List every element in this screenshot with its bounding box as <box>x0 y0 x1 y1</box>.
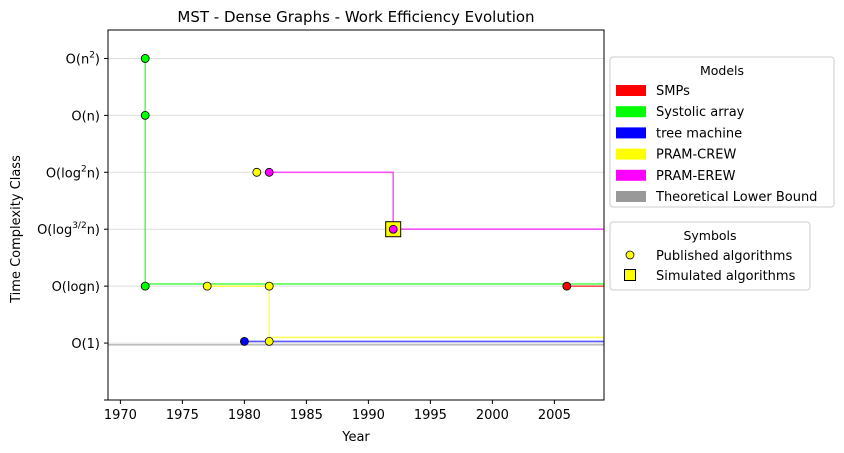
legend-symbols: Symbols Published algorithms Simulated alg… <box>609 221 811 291</box>
x-tick-label: 1995 <box>414 408 447 423</box>
published-marker-pram-crew <box>264 336 274 346</box>
legend-symbols-title: Symbols <box>683 228 736 243</box>
legend-label-pram-crew: PRAM-CREW <box>656 148 736 163</box>
legend-label-systolic-array: Systolic array <box>656 105 745 120</box>
legend-marker-published-algorithms <box>625 250 635 260</box>
y-tick-label: O(log3/2n) <box>37 221 100 238</box>
y-tick-label: O(n2) <box>66 50 100 67</box>
y-tick-label: O(log2n) <box>46 164 100 181</box>
grid-layer <box>108 57 604 344</box>
y-axis-label: Time Complexity Class <box>9 155 24 304</box>
legend-label-pram-erew: PRAM-EREW <box>656 169 736 184</box>
legend-label-smps: SMPs <box>656 84 690 99</box>
published-marker-systolic-array <box>140 281 150 291</box>
x-tick-label: 1970 <box>104 408 137 423</box>
published-marker-pram-crew <box>264 281 274 291</box>
published-marker-pram-crew <box>252 167 262 177</box>
legend-swatch-smps <box>616 85 646 96</box>
series-markers <box>140 54 572 346</box>
published-marker-pram-crew <box>202 281 212 291</box>
x-tick-label: 1990 <box>352 408 385 423</box>
x-axis-label: Year <box>341 430 370 445</box>
series-line-pram-erew <box>269 171 604 230</box>
legend-symbols-box <box>609 221 811 291</box>
legend-swatch-theoretical-lower-bound <box>616 191 646 202</box>
x-tick-label: 1975 <box>166 408 199 423</box>
legend-models-box <box>609 56 835 208</box>
legend-swatch-tree-machine <box>616 127 646 139</box>
y-tick-label: O(logn) <box>52 280 100 295</box>
plot-frame <box>107 29 605 401</box>
series-line-pram-crew <box>207 285 604 339</box>
legend-models: Models SMPs Systolic array tree machine PRAM… <box>609 56 835 208</box>
legend-swatch-pram-crew <box>616 148 646 160</box>
published-marker-pram-erew <box>264 167 274 177</box>
legend-label-tree-machine: tree machine <box>656 126 742 141</box>
legend-swatch-systolic-array <box>616 106 646 118</box>
y-tick-label: O(n) <box>71 109 100 124</box>
legend-models-title: Models <box>700 63 744 78</box>
published-marker-tree-machine <box>239 336 249 346</box>
published-marker-systolic-array <box>140 110 150 120</box>
series-line-systolic-array <box>144 58 604 285</box>
published-marker-systolic-array <box>140 54 150 63</box>
legend-label-published-algorithms: Published algorithms <box>656 249 792 264</box>
y-tick-label: O(1) <box>71 337 100 352</box>
series-lines <box>108 58 604 346</box>
legend-label-theoretical-lower-bound: Theoretical Lower Bound <box>655 190 817 205</box>
published-marker-smps <box>562 281 572 291</box>
legend-label-simulated-algorithms: Simulated algorithms <box>656 269 796 284</box>
legend-marker-simulated-algorithms <box>624 269 636 281</box>
axis-ticks: O(1) O(logn) O(log3/2n) O(log2n) O(n) O(n2) 19… <box>37 50 571 423</box>
x-tick-label: 1985 <box>290 408 323 423</box>
chart-title: MST - Dense Graphs - Work Efficiency Evo… <box>177 8 534 26</box>
x-tick-label: 1980 <box>228 408 261 423</box>
legend-swatch-pram-erew <box>616 169 646 181</box>
x-tick-label: 2000 <box>476 408 509 423</box>
published-marker-pram-erew <box>388 224 398 234</box>
x-tick-label: 2005 <box>538 408 571 423</box>
